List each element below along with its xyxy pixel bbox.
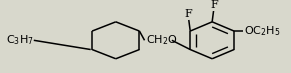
Text: $\mathrm{C_3H_7}$: $\mathrm{C_3H_7}$ [6, 33, 34, 47]
Text: $\mathrm{CH_2O}$: $\mathrm{CH_2O}$ [146, 33, 178, 47]
Text: F: F [211, 0, 218, 10]
Text: F: F [184, 9, 192, 19]
Text: $\mathrm{OC_2H_5}$: $\mathrm{OC_2H_5}$ [244, 24, 281, 38]
